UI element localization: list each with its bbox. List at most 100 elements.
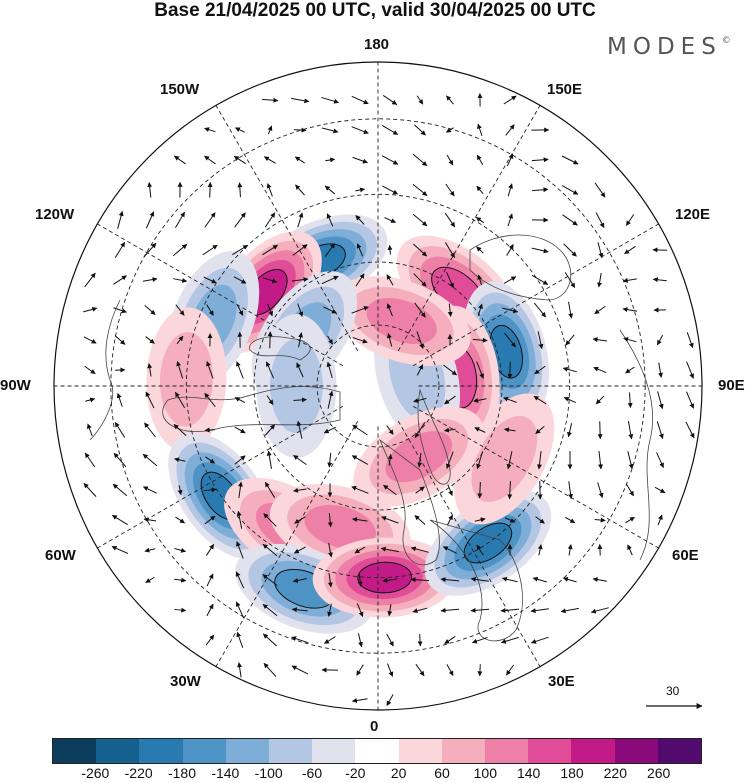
wind-vector-156 xyxy=(296,362,304,378)
wind-vector-43 xyxy=(382,185,399,195)
wind-vector-301 xyxy=(174,607,187,613)
wind-vector-167 xyxy=(686,361,694,379)
wind-vector-12 xyxy=(294,127,307,133)
wind-vector-299 xyxy=(562,576,577,583)
wind-vector-272 xyxy=(262,543,278,557)
colorbar-tick-label: -180 xyxy=(167,765,197,781)
lon-label-150w: 150W xyxy=(160,81,200,98)
wind-vector-179 xyxy=(473,397,487,403)
colorbar-swatch-7 xyxy=(355,739,399,763)
wind-vector-250 xyxy=(175,516,185,524)
wind-vector-204 xyxy=(597,421,603,440)
wind-vector-257 xyxy=(381,516,399,524)
wind-vector-287 xyxy=(206,573,214,587)
wind-vector-100 xyxy=(446,272,454,289)
wind-vector-251 xyxy=(204,515,216,525)
wind-vector-59 xyxy=(355,215,365,225)
wind-vector-233 xyxy=(238,481,243,499)
wind-vector-166 xyxy=(658,362,663,378)
colorbar-tick-label: 60 xyxy=(434,765,450,781)
wind-vector-196 xyxy=(352,424,368,436)
wind-vector-302 xyxy=(206,603,214,617)
wind-vector-128 xyxy=(83,336,97,344)
wind-vector-300 xyxy=(592,577,607,583)
wind-vector-309 xyxy=(412,607,428,614)
wind-vector-184 xyxy=(627,392,633,409)
reference-vector-value: 30 xyxy=(666,684,680,698)
wind-vector-289 xyxy=(262,574,278,586)
wind-vector-41 xyxy=(324,185,336,195)
wind-vector-192 xyxy=(234,426,246,434)
colorbar-swatch-14 xyxy=(657,739,702,763)
wind-vector-106 xyxy=(622,277,637,283)
wind-vector-111 xyxy=(175,304,185,316)
wind-vector-317 xyxy=(236,631,244,648)
wind-vector-53 xyxy=(175,211,185,229)
colorbar-tick-label: -100 xyxy=(254,765,283,781)
colorbar-swatch-10 xyxy=(485,739,529,763)
wind-vector-139 xyxy=(416,331,424,349)
wind-vector-77 xyxy=(356,243,364,257)
wind-vector-297 xyxy=(501,576,518,583)
wind-vector-241 xyxy=(477,482,483,499)
wind-vector-175 xyxy=(293,397,307,403)
wind-vector-199 xyxy=(444,427,456,433)
wind-vector-105 xyxy=(597,272,603,288)
wind-vector-268 xyxy=(144,547,156,553)
wind-vector-110 xyxy=(144,305,156,315)
wind-vector-157 xyxy=(326,361,333,379)
wind-vector-161 xyxy=(507,361,513,379)
wind-vector-93 xyxy=(233,276,247,284)
wind-vector-112 xyxy=(206,304,214,316)
colorbar-swatch-11 xyxy=(528,739,572,763)
lon-label-90e: 90E xyxy=(718,377,745,394)
wind-vector-334 xyxy=(415,663,425,677)
wind-vector-254 xyxy=(294,516,306,524)
wind-vector-69 xyxy=(114,241,126,258)
wind-vector-44 xyxy=(412,183,428,197)
wind-vector-310 xyxy=(440,607,460,613)
wind-vector-99 xyxy=(413,273,427,287)
wind-vector-130 xyxy=(145,336,155,344)
wind-vector-24 xyxy=(263,156,276,164)
wind-vector-40 xyxy=(295,184,305,196)
wind-vector-174 xyxy=(266,395,274,405)
latitude-circle-45 xyxy=(185,193,571,579)
colorbar-swatch-3 xyxy=(182,739,226,763)
wind-vector-278 xyxy=(442,546,457,554)
wind-vector-26 xyxy=(325,157,336,163)
wind-vector-124 xyxy=(568,301,574,319)
wind-vector-98 xyxy=(386,274,394,286)
wind-vector-78 xyxy=(387,244,393,255)
wind-vector-141 xyxy=(472,337,488,343)
wind-vector-113 xyxy=(236,304,244,316)
wind-vector-144 xyxy=(565,334,575,346)
wind-vector-273 xyxy=(293,546,306,554)
wind-vector-185 xyxy=(657,391,664,410)
wind-vector-244 xyxy=(568,481,574,500)
wind-vector-64 xyxy=(507,213,513,227)
lon-label-30w: 30W xyxy=(170,673,201,690)
wind-vector-221 xyxy=(476,451,484,470)
wind-vector-315 xyxy=(590,607,609,614)
wind-vector-94 xyxy=(263,277,278,284)
wind-vector-102 xyxy=(503,276,517,284)
wind-vector-50 xyxy=(594,182,606,198)
wind-vector-60 xyxy=(384,217,397,223)
wind-vector-197 xyxy=(386,425,394,435)
wind-vector-275 xyxy=(354,546,366,554)
wind-vector-239 xyxy=(415,486,425,494)
wind-vector-19 xyxy=(505,124,515,136)
anomaly-contour-18-2 xyxy=(385,431,453,483)
wind-vector-195 xyxy=(323,426,336,434)
coastlines xyxy=(89,234,654,642)
meridian--30 xyxy=(215,420,359,667)
wind-vector-293 xyxy=(382,577,398,583)
meridian-60 xyxy=(412,405,659,549)
wind-vector-52 xyxy=(145,211,155,229)
wind-vector-214 xyxy=(266,450,272,469)
wind-vector-75 xyxy=(292,244,308,256)
height-anomaly-field xyxy=(146,214,555,634)
wind-vector-186 xyxy=(686,391,695,409)
wind-vector-158 xyxy=(416,364,424,376)
